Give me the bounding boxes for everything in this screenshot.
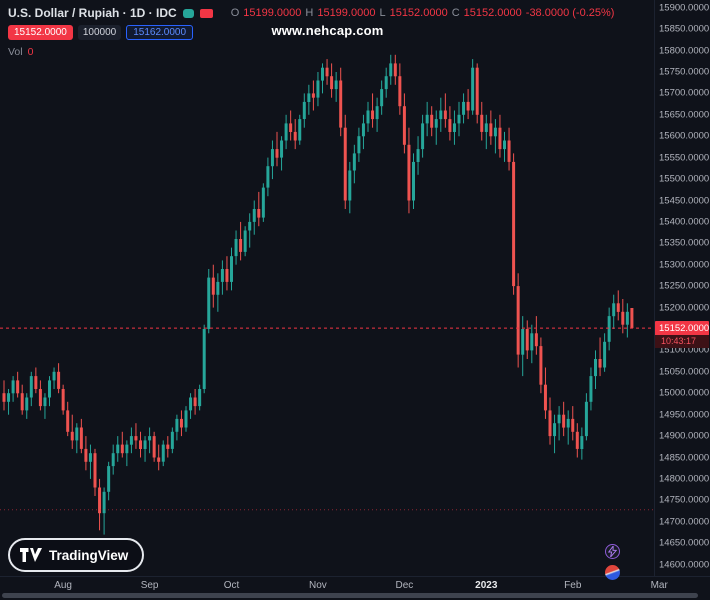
volume-value: 0	[27, 46, 34, 58]
last-price-badge: 15152.0000	[655, 321, 709, 337]
time-axis-label: Dec	[395, 580, 414, 591]
price-axis-label: 15050.0000	[659, 366, 710, 378]
price-axis-label: 14950.0000	[659, 409, 710, 421]
price-axis-label: 15000.0000	[659, 387, 710, 399]
buy-price-button[interactable]: 15162.0000	[126, 25, 194, 40]
open-value: 15199.0000	[243, 7, 302, 19]
volume-row: Vol 0	[8, 46, 33, 58]
quick-actions-button[interactable]	[605, 544, 620, 559]
price-axis-label: 15300.0000	[659, 259, 710, 271]
ohlc-readout: O 15199.0000 H 15199.0000 L 15152.0000 C 151…	[231, 7, 615, 19]
price-axis-label: 14700.0000	[659, 516, 710, 528]
price-axis-label: 15100.0000	[659, 344, 710, 356]
price-axis-label: 14600.0000	[659, 559, 710, 571]
legend-row-title: U.S. Dollar / Rupiah · 1D · IDC O 15199.0…	[8, 6, 614, 20]
symbol-title[interactable]: U.S. Dollar / Rupiah · 1D · IDC	[8, 6, 177, 20]
time-axis-label: Mar	[650, 580, 668, 591]
trade-panel: 15152.0000 100000 15162.0000	[8, 25, 194, 40]
low-value: 15152.0000	[389, 7, 448, 19]
horizontal-scrollbar[interactable]	[2, 593, 698, 598]
open-label: O	[230, 7, 240, 19]
low-label: L	[379, 7, 386, 19]
price-axis-label: 14800.0000	[659, 473, 710, 485]
price-axis-label: 15350.0000	[659, 237, 710, 249]
price-axis[interactable]: 15152.0000 10:43:17 15900.0000 15850.0000…	[654, 0, 710, 577]
time-axis-label: Feb	[564, 580, 582, 591]
quantity-field[interactable]: 100000	[77, 25, 122, 40]
price-axis-label: 14850.0000	[659, 452, 710, 463]
volume-label: Vol	[8, 46, 23, 58]
price-axis-label: 15250.0000	[659, 280, 710, 292]
emoji-button[interactable]	[605, 565, 620, 580]
price-axis-label: 15900.0000	[659, 2, 710, 14]
market-status-icon[interactable]	[182, 8, 194, 18]
price-axis-label: 15750.0000	[659, 66, 710, 78]
time-axis[interactable]: Aug Sep Oct Nov Dec 2023 Feb Mar	[0, 576, 710, 600]
price-axis-label: 15850.0000	[659, 23, 710, 35]
high-value: 15199.0000	[317, 7, 376, 19]
price-axis-label: 15450.0000	[659, 195, 710, 206]
price-axis-label: 15500.0000	[659, 173, 710, 185]
lightning-icon	[608, 546, 617, 557]
price-axis-label: 15550.0000	[659, 152, 710, 164]
close-label: C	[451, 7, 460, 19]
price-axis-label: 14900.0000	[659, 430, 710, 442]
price-axis-label: 15700.0000	[659, 87, 710, 99]
price-axis-label: 14650.0000	[659, 537, 710, 549]
time-axis-label: Oct	[223, 580, 240, 591]
price-axis-label: 15600.0000	[659, 130, 710, 142]
legend-toggle-icon[interactable]	[199, 8, 213, 18]
tradingview-logo-text: TradingView	[49, 547, 129, 563]
time-axis-label: Nov	[308, 580, 327, 591]
time-axis-label: Aug	[54, 580, 72, 591]
time-axis-label: Sep	[140, 580, 159, 591]
time-axis-label: 2023	[475, 580, 498, 591]
watermark: www.nehcap.com	[271, 23, 384, 38]
tradingview-logo[interactable]: TradingView	[8, 538, 145, 572]
bar-countdown: 10:43:17	[655, 335, 709, 349]
close-value: 15152.0000	[463, 7, 522, 19]
price-axis-label: 15200.0000	[659, 302, 710, 314]
price-axis-label: 15800.0000	[659, 45, 710, 56]
price-axis-label: 14750.0000	[659, 494, 710, 506]
sell-price-button[interactable]: 15152.0000	[8, 25, 73, 40]
tradingview-mark-icon	[20, 548, 42, 562]
price-axis-label: 15400.0000	[659, 216, 710, 228]
price-chart-canvas[interactable]	[0, 0, 655, 577]
high-label: H	[305, 7, 314, 19]
price-axis-label: 15650.0000	[659, 109, 710, 121]
change-value: -38.0000 (-0.25%)	[525, 7, 615, 19]
